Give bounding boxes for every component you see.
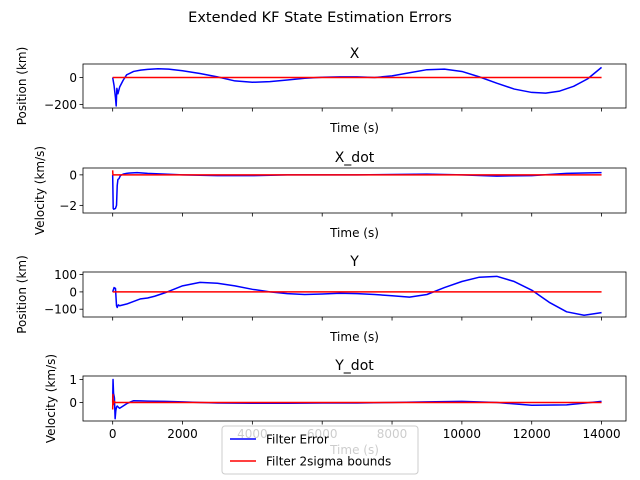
- y-tick-label: 0: [69, 168, 77, 182]
- x-axis-label: Time (s): [329, 121, 379, 135]
- series-line-filter-error: [111, 171, 602, 210]
- x-tick-label: 12000: [513, 427, 551, 441]
- x-tick-label: 2000: [167, 427, 198, 441]
- x-tick-label: 0: [109, 427, 117, 441]
- y-tick-label: −100: [44, 303, 77, 317]
- series-line-filter-error: [111, 275, 602, 317]
- series-line-filter-error: [111, 378, 602, 420]
- y-tick-label: 0: [69, 285, 77, 299]
- subplot-title: X_dot: [335, 150, 375, 166]
- legend-box: [221, 425, 419, 475]
- figure-suptitle: Extended KF State Estimation Errors: [188, 10, 452, 26]
- subplot-title: Y_dot: [334, 358, 374, 374]
- axes-frame: [82, 167, 627, 214]
- x-tick-label: 14000: [582, 427, 620, 441]
- series-line-filter-2sigma-bounds: [111, 393, 602, 410]
- y-axis-label: Position (km): [15, 255, 29, 334]
- subplot-y: −100 0 100 Y Time (s) Position (km): [15, 254, 627, 344]
- y-tick-label: −200: [44, 98, 77, 112]
- subplot-title: Y: [349, 254, 359, 270]
- subplots: −200 0 X Time (s) Position (km) −2 0 X_dot Time …: [15, 46, 627, 457]
- y-tick-label: −2: [59, 199, 77, 213]
- x-axis-label: Time (s): [329, 330, 379, 344]
- y-tick-label: 0: [69, 71, 77, 85]
- y-tick-label: 0: [69, 396, 77, 410]
- subplot-title: X: [350, 46, 360, 62]
- axes-frame: [82, 375, 627, 422]
- series-line-filter-2sigma-bounds: [111, 170, 602, 176]
- legend: Filter Error Filter 2sigma bounds: [221, 425, 419, 475]
- subplot-x: −200 0 X Time (s) Position (km): [15, 46, 627, 135]
- legend-label: Filter 2sigma bounds: [266, 455, 391, 469]
- y-axis-label: Position (km): [15, 47, 29, 126]
- y-axis-label: Velocity (km/s): [33, 146, 47, 235]
- y-tick-label: 1: [69, 373, 77, 387]
- subplot-x_dot: −2 0 X_dot Time (s) Velocity (km/s): [33, 146, 627, 240]
- y-axis-label: Velocity (km/s): [44, 354, 58, 443]
- x-tick-label: 10000: [443, 427, 481, 441]
- series-line-filter-error: [111, 66, 603, 107]
- axes-frame: [82, 63, 627, 109]
- y-tick-label: 100: [54, 268, 77, 282]
- x-axis-label: Time (s): [329, 226, 379, 240]
- axes-frame: [82, 271, 627, 318]
- legend-label: Filter Error: [266, 433, 329, 447]
